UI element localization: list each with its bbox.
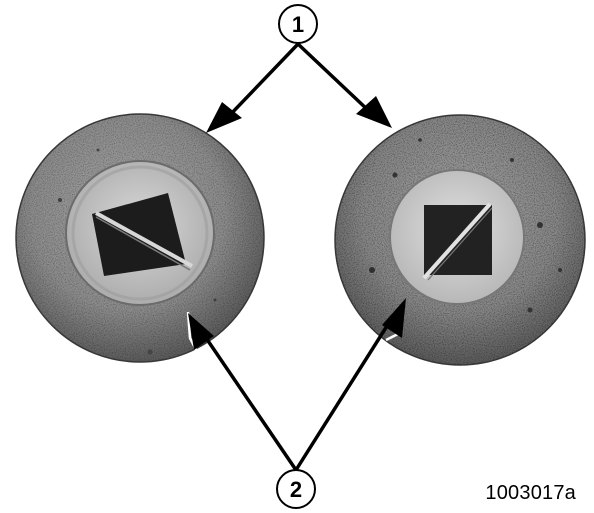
left-speck-2 [213,298,217,302]
left-speck-3 [147,349,153,355]
callout-1-circle [278,4,318,44]
left-speck-1 [58,198,62,202]
right-speck-4 [369,267,375,273]
right-speck-7 [558,268,562,272]
figure-id: 1003017a [485,482,576,504]
left-speck-4 [96,148,100,152]
callout-1-leader-left [226,42,300,119]
right-socket-scratch-shadow [427,207,493,281]
callout-1-leader-right [296,42,372,114]
callout-2: 2 [188,298,406,509]
right-speck-6 [418,138,422,142]
callout-1: 1 [206,4,392,133]
right-speck-5 [527,307,533,313]
left-socket-scratch-shadow [95,216,191,271]
callout-2-arrowhead-left [188,313,214,350]
right-socket-scratch [422,202,492,280]
callout-2-label: 2 [290,477,302,502]
callout-2-arrowhead-right [382,298,406,338]
right-speck-3 [510,158,514,162]
callout-1-arrowhead-right [356,96,392,128]
right-speck-1 [392,172,398,178]
left-socket-scratch [95,211,193,268]
left-plug-center-ring [71,165,209,301]
callout-2-circle [276,469,316,509]
callout-1-arrowhead-left [206,102,242,133]
right-plug [334,114,586,366]
right-speck-2 [537,222,543,228]
callout-1-label: 1 [292,12,304,37]
left-plug [15,113,265,363]
callout-2-leader-right [294,317,394,471]
callout-2-leader-left [200,331,298,471]
